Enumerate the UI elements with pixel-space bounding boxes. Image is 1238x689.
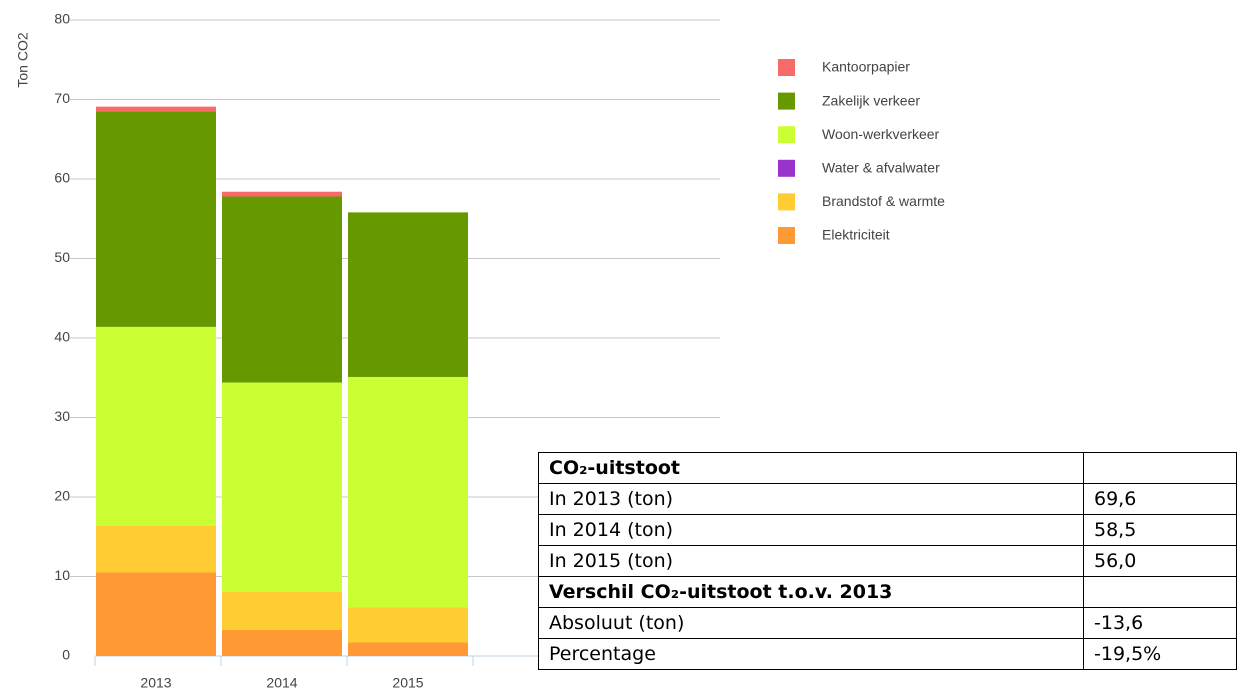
bar-segment — [348, 642, 468, 656]
summary-table: CO₂-uitstoot In 2013 (ton) 69,6 In 2014 (to… — [538, 452, 1237, 670]
table-cell — [1083, 452, 1237, 484]
x-tick-label: 2013 — [140, 675, 171, 689]
table-row: Absoluut (ton) -13,6 — [538, 607, 1237, 639]
table-cell: -19,5% — [1083, 638, 1237, 670]
table-cell: In 2015 (ton) — [538, 545, 1084, 577]
y-tick-label: 80 — [54, 11, 70, 27]
table-cell: Absoluut (ton) — [538, 607, 1084, 639]
legend-label: Kantoorpapier — [822, 59, 910, 75]
bar-segment — [96, 572, 216, 656]
y-tick-label: 10 — [54, 567, 70, 583]
bar-segment — [222, 629, 342, 656]
legend-label: Elektriciteit — [822, 227, 890, 243]
y-tick-label: 0 — [62, 647, 70, 663]
legend-swatch — [778, 227, 795, 244]
bar-segment — [222, 591, 342, 630]
y-tick-label: 60 — [54, 170, 70, 186]
table-row: Verschil CO₂-uitstoot t.o.v. 2013 — [538, 576, 1237, 608]
table-cell: In 2013 (ton) — [538, 483, 1084, 515]
table-cell: 56,0 — [1083, 545, 1237, 577]
legend-label: Woon-werkverkeer — [822, 126, 940, 142]
bar-segment — [348, 607, 468, 643]
legend-swatch — [778, 92, 795, 110]
table-cell: -13,6 — [1083, 607, 1237, 639]
y-axis-label: Ton CO2 — [15, 32, 31, 87]
table-cell: CO₂-uitstoot — [538, 452, 1084, 484]
legend-swatch — [778, 159, 795, 177]
table-body: CO₂-uitstoot In 2013 (ton) 69,6 In 2014 (to… — [538, 452, 1237, 670]
table-row: CO₂-uitstoot — [538, 452, 1237, 484]
bar-segment — [348, 212, 468, 377]
table-cell: Percentage — [538, 638, 1084, 670]
bar-segment — [96, 111, 216, 327]
table-row: In 2013 (ton) 69,6 — [538, 483, 1237, 515]
legend-label: Zakelijk verkeer — [822, 92, 920, 108]
y-tick-label: 40 — [54, 329, 70, 345]
legend-label: Water & afvalwater — [822, 160, 940, 176]
bar-segment — [348, 376, 468, 608]
bar-segment — [222, 191, 342, 197]
bar-segment — [222, 382, 342, 592]
table-row: In 2015 (ton) 56,0 — [538, 545, 1237, 577]
table-cell: 69,6 — [1083, 483, 1237, 515]
x-tick-label: 2015 — [392, 675, 423, 689]
y-tick-label: 30 — [54, 408, 70, 424]
legend-swatch — [778, 126, 795, 144]
table-cell: Verschil CO₂-uitstoot t.o.v. 2013 — [538, 576, 1084, 608]
table-cell: In 2014 (ton) — [538, 514, 1084, 546]
table-cell — [1083, 576, 1237, 608]
y-tick-label: 20 — [54, 488, 70, 504]
bar-segment — [222, 196, 342, 383]
bar-segment — [96, 106, 216, 112]
table-row: Percentage -19,5% — [538, 638, 1237, 670]
legend-swatch — [778, 193, 795, 211]
legend-swatch — [778, 59, 795, 76]
legend-label: Brandstof & warmte — [822, 193, 945, 209]
y-tick-label: 50 — [54, 249, 70, 265]
x-tick-label: 2014 — [266, 675, 297, 689]
y-tick-label: 70 — [54, 90, 70, 106]
bar-segment — [96, 326, 216, 526]
bar-segment — [96, 525, 216, 573]
table-cell: 58,5 — [1083, 514, 1237, 546]
table-row: In 2014 (ton) 58,5 — [538, 514, 1237, 546]
